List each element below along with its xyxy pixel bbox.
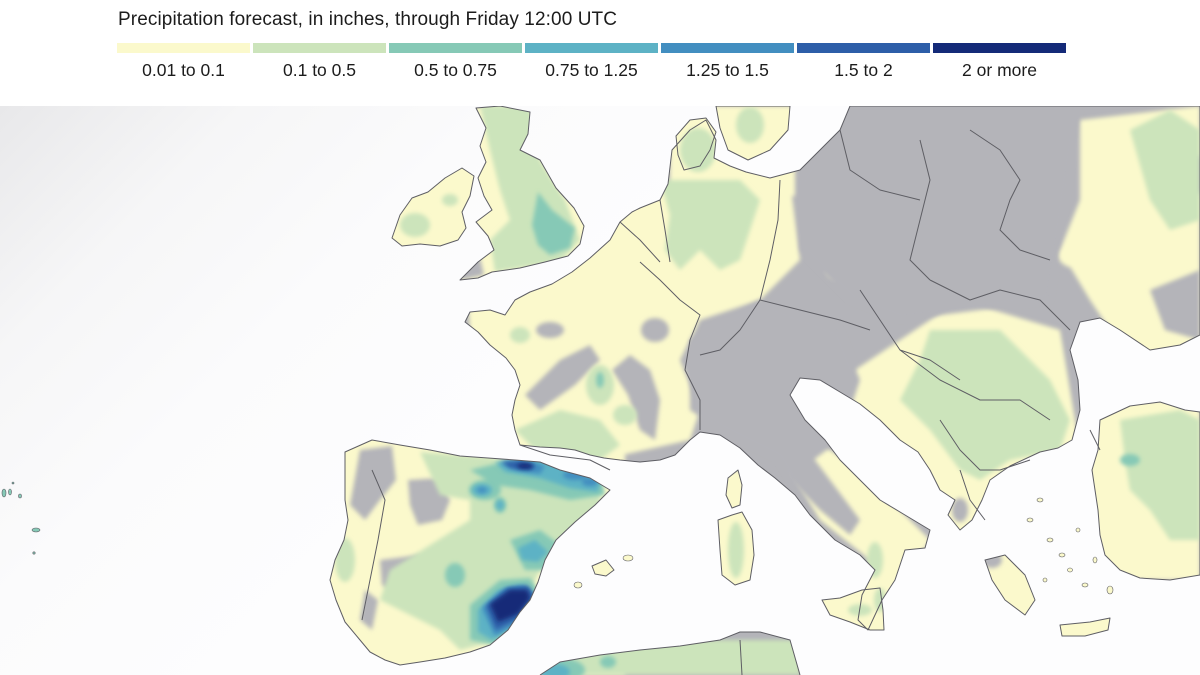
legend-item-1.5-to-2: 1.5 to 2 (797, 43, 930, 83)
header: Precipitation forecast, in inches, throu… (0, 0, 1200, 106)
legend-swatch (661, 43, 794, 53)
legend-label: 0.01 to 0.1 (142, 60, 225, 80)
legend-label: 2 or more (962, 60, 1037, 80)
country-borders (329, 106, 1200, 675)
legend-item-0.75-to-1.25: 0.75 to 1.25 (525, 43, 658, 83)
legend-label: 1.25 to 1.5 (686, 60, 769, 80)
precipitation-map (0, 106, 1200, 675)
legend-item-0.5-to-0.75: 0.5 to 0.75 (389, 43, 522, 83)
legend-label: 0.75 to 1.25 (545, 60, 638, 80)
legend-swatch (525, 43, 658, 53)
legend-item-0.01-to-0.1: 0.01 to 0.1 (117, 43, 250, 83)
chart-title: Precipitation forecast, in inches, throu… (118, 9, 618, 30)
legend-swatch (797, 43, 930, 53)
legend-item-1.25-to-1.5: 1.25 to 1.5 (661, 43, 794, 83)
legend-label: 0.1 to 0.5 (283, 60, 356, 80)
legend-swatch (117, 43, 250, 53)
legend-item-2-or-more: 2 or more (933, 43, 1066, 83)
legend-swatch (389, 43, 522, 53)
legend: 0.01 to 0.1 0.1 to 0.5 0.5 to 0.75 0.75 … (117, 43, 1066, 83)
legend-item-0.1-to-0.5: 0.1 to 0.5 (253, 43, 386, 83)
legend-label: 1.5 to 2 (834, 60, 893, 80)
legend-swatch (933, 43, 1066, 53)
europe-map-svg (1, 106, 1200, 675)
atlantic-islands (1, 481, 41, 555)
aegean-islands (573, 497, 1114, 595)
legend-label: 0.5 to 0.75 (414, 60, 497, 80)
legend-swatch (253, 43, 386, 53)
